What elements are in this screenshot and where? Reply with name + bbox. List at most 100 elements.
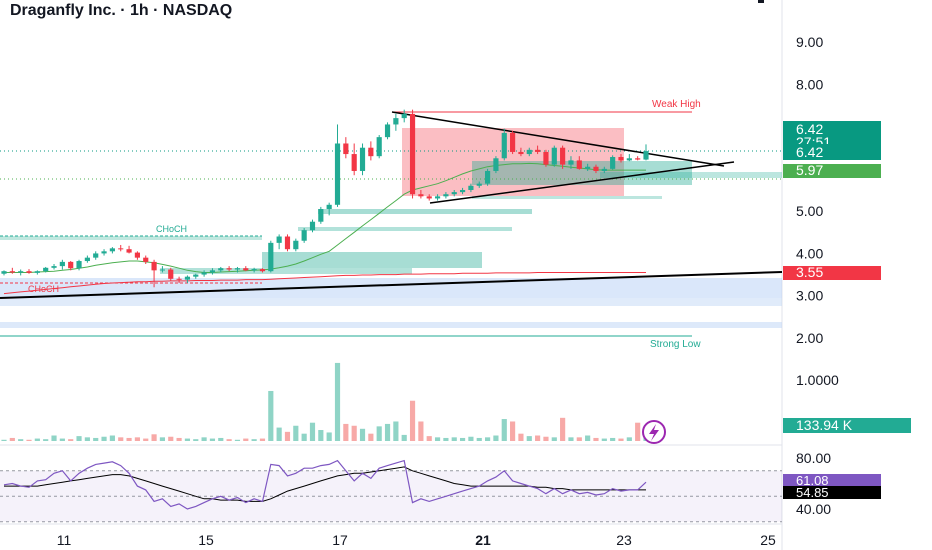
candle-body <box>401 113 407 119</box>
candle-body <box>301 230 307 241</box>
volume-bar <box>176 437 182 441</box>
volume-bar <box>84 437 90 441</box>
volume-bar <box>209 438 216 441</box>
candle-body <box>493 158 499 171</box>
candle-body <box>576 160 582 169</box>
candle-body <box>459 190 466 193</box>
price-label-box <box>783 266 881 280</box>
volume-bar <box>468 436 474 441</box>
volume-bar <box>59 438 65 441</box>
minimize-icon[interactable] <box>758 0 764 3</box>
triangle-lower-line <box>429 161 735 204</box>
volume-bar <box>234 439 241 441</box>
candle-body <box>368 147 374 157</box>
candle-body <box>434 196 441 199</box>
volume-bar <box>618 438 624 441</box>
volume-bar <box>93 437 99 441</box>
candle-body <box>226 268 232 270</box>
candle-body <box>193 274 199 277</box>
candle-body <box>451 192 457 195</box>
price-tick-label: 5.00 <box>796 203 823 219</box>
candle-body <box>201 272 207 275</box>
volume-bar <box>518 433 524 441</box>
strong-low-label: Strong Low <box>650 339 701 350</box>
candle-body <box>143 257 149 262</box>
candle-body <box>610 157 616 169</box>
candle-body <box>268 242 274 272</box>
candle-body <box>585 166 591 169</box>
volume-bar <box>226 439 232 441</box>
volume-bar <box>526 436 532 441</box>
candle-body <box>276 236 282 243</box>
volume-bar <box>384 423 391 441</box>
volume-bar <box>543 436 549 441</box>
volume-bar <box>610 437 616 441</box>
volume-bar <box>635 422 641 441</box>
candle-body <box>176 278 182 280</box>
candle-body <box>535 149 541 152</box>
volume-bar <box>34 438 40 441</box>
demand-zone <box>0 298 782 306</box>
volume-bar <box>268 390 274 441</box>
candle-body <box>518 151 524 155</box>
candle-body <box>76 261 82 269</box>
candle-body <box>118 248 124 250</box>
rsi-value-label: 61.08 <box>796 473 829 488</box>
volume-bar <box>334 362 341 441</box>
volume-bar <box>68 439 74 441</box>
candle-body <box>159 269 166 271</box>
candle-body <box>409 113 416 195</box>
candle-body <box>218 268 224 271</box>
volume-bar <box>601 438 607 441</box>
bullish-zone <box>318 209 532 214</box>
triangle-upper-line <box>391 111 725 167</box>
candle-body <box>43 267 49 272</box>
volume-bar <box>551 437 557 441</box>
volume-bar <box>76 436 82 441</box>
candle-body <box>568 160 574 165</box>
volume-bar <box>159 437 166 441</box>
candle-body <box>243 268 249 271</box>
bullish-zone <box>600 172 782 178</box>
price-tick-label: 2.00 <box>796 330 823 346</box>
volume-bar <box>510 421 516 441</box>
volume-bar <box>359 428 366 441</box>
candle-body <box>476 183 482 186</box>
price-tick-label: 4.00 <box>796 245 823 261</box>
price-label-last: 6.42 <box>796 121 823 137</box>
volume-bar <box>259 438 266 441</box>
volume-bar <box>459 437 466 441</box>
volume-bar <box>218 437 224 441</box>
volume-bar <box>126 437 132 441</box>
volume-bar <box>409 400 416 441</box>
candle-body <box>376 137 382 157</box>
candle-body <box>443 194 449 197</box>
price-label-box <box>783 164 881 178</box>
candle-body <box>326 204 332 210</box>
volume-bar <box>9 437 15 441</box>
volume-bar <box>376 426 382 441</box>
weak-high-label: Weak High <box>652 99 701 110</box>
price-label-box <box>783 144 881 160</box>
volume-bar <box>26 439 32 441</box>
volume-bar <box>393 421 399 441</box>
bullish-zone <box>262 252 482 268</box>
volume-bar <box>134 437 140 441</box>
price-label-ma-slow: 3.55 <box>796 264 823 280</box>
candle-body <box>18 271 24 273</box>
volume-bar <box>293 425 299 441</box>
candle-body <box>68 261 74 269</box>
time-tick-label: 15 <box>198 532 214 548</box>
volume-bar <box>284 431 291 441</box>
candle-body <box>34 271 40 273</box>
candle-body <box>484 170 491 184</box>
candle-body <box>309 221 316 231</box>
volume-bar <box>1 439 7 441</box>
rsi-ma-line <box>4 466 646 502</box>
time-tick-label: 17 <box>332 532 348 548</box>
volume-bar <box>318 430 324 441</box>
time-tick-label: 23 <box>616 532 632 548</box>
volume-bar <box>368 433 374 441</box>
